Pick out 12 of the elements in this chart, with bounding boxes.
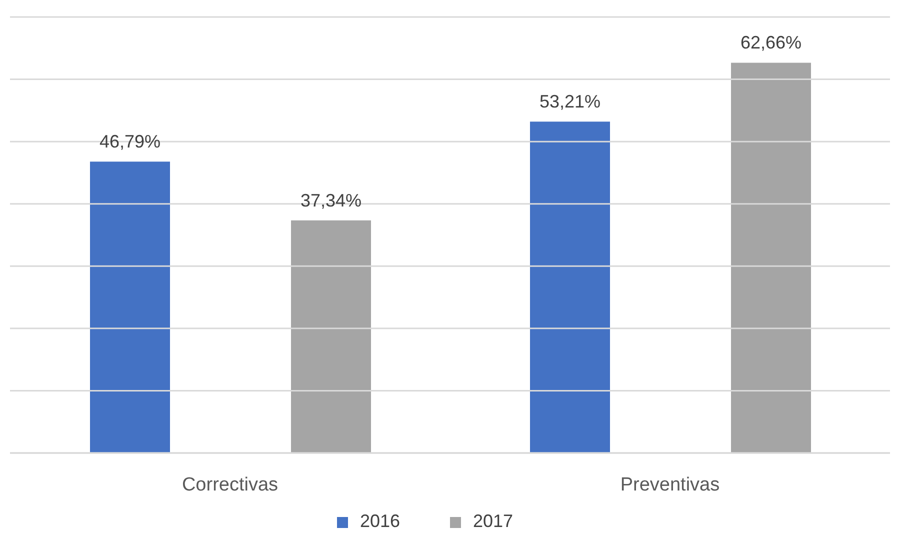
data-label: 46,79% xyxy=(99,132,161,152)
bar xyxy=(530,122,610,453)
x-tick-label: Preventivas xyxy=(620,474,720,496)
bar xyxy=(90,162,170,453)
data-label: 37,34% xyxy=(300,190,362,210)
legend-label: 2017 xyxy=(473,511,514,531)
bar xyxy=(291,220,371,453)
bar xyxy=(731,62,811,453)
data-label: 53,21% xyxy=(539,92,601,112)
data-label: 62,66% xyxy=(740,32,802,53)
x-tick-label: Correctivas xyxy=(182,474,278,496)
legend-label: 2016 xyxy=(360,511,400,531)
